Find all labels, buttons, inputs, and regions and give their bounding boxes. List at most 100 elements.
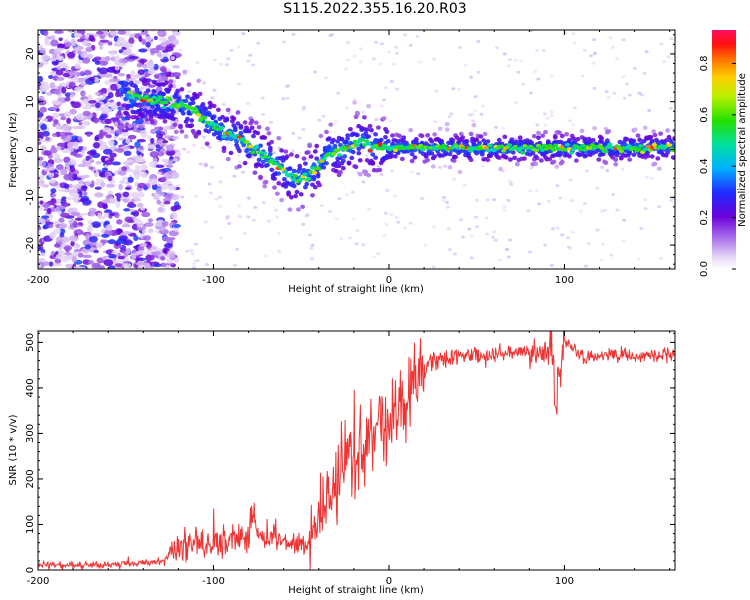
heatmap-ridge-cell <box>127 123 133 129</box>
heatmap-noise-cell <box>144 222 154 227</box>
heatmap-ridge-core <box>337 153 343 157</box>
heatmap-noise-cell <box>38 62 44 68</box>
heatmap-noise-cell <box>246 196 251 200</box>
heatmap-noise-cell <box>186 150 191 154</box>
heatmap-ridge-cell <box>554 164 560 169</box>
heatmap-noise-cell <box>63 111 72 118</box>
heatmap-ridge-cell <box>242 160 248 166</box>
heatmap-ridge-cell <box>232 125 238 130</box>
heatmap-noise-cell <box>541 49 546 52</box>
heatmap-ridge-cell <box>557 130 562 135</box>
heatmap-noise-cell <box>71 40 77 47</box>
heatmap-noise-cell <box>42 118 48 122</box>
snr-y-tick-label: 300 <box>25 424 36 443</box>
heatmap-noise-cell <box>391 62 396 66</box>
heatmap-ridge-cell <box>311 177 317 182</box>
heatmap-ridge-cell <box>262 135 268 140</box>
heatmap-ridge-core <box>616 146 623 151</box>
heatmap-noise-cell <box>513 58 518 62</box>
heatmap-noise-cell <box>68 183 74 189</box>
heatmap-noise-cell <box>236 45 241 49</box>
heatmap-ridge-cell <box>652 132 658 138</box>
heatmap-noise-cell <box>102 202 108 209</box>
heatmap-noise-cell <box>408 221 413 225</box>
heatmap-noise-cell <box>519 59 523 63</box>
heatmap-noise-cell <box>107 239 116 245</box>
heatmap-noise-cell <box>157 219 164 223</box>
heatmap-noise-cell <box>274 208 278 212</box>
heatmap-noise-cell <box>43 30 49 37</box>
snr-x-tick-label: 100 <box>555 576 574 587</box>
heatmap-noise-cell <box>38 99 47 106</box>
heatmap-noise-cell <box>229 48 234 52</box>
heatmap-noise-cell <box>186 70 191 73</box>
heatmap-noise-cell <box>71 196 81 202</box>
heatmap-noise-cell <box>58 188 69 193</box>
heatmap-noise-cell <box>498 258 503 262</box>
heatmap-noise-cell <box>61 149 71 154</box>
heatmap-noise-cell <box>162 56 169 62</box>
heatmap-noise-cell <box>107 190 114 196</box>
heatmap-ridge-cell <box>666 134 672 140</box>
heatmap-noise-cell <box>170 56 175 61</box>
heatmap-noise-cell <box>528 189 533 193</box>
heatmap-noise-cell <box>345 193 350 197</box>
heatmap-noise-cell <box>643 207 648 211</box>
heatmap-noise-cell <box>608 36 613 40</box>
heatmap-noise-cell <box>127 176 134 183</box>
heatmap-ridge-cell <box>237 164 242 169</box>
heatmap-ridge-cell <box>478 134 484 139</box>
heatmap-noise-cell <box>578 209 583 213</box>
heatmap-ridge-core <box>632 145 638 150</box>
heatmap-noise-cell <box>142 229 147 235</box>
heatmap-noise-cell <box>140 172 149 178</box>
heatmap-noise-cell <box>147 228 154 234</box>
heatmap-noise-cell <box>468 113 473 117</box>
heatmap-ridge-cell <box>536 130 541 136</box>
heatmap-noise-cell <box>534 189 539 192</box>
heatmap-ridge-cell <box>204 141 210 146</box>
heatmap-ridge-cell <box>234 139 240 144</box>
heatmap-noise-cell <box>668 106 673 110</box>
heatmap-ridge-cell <box>186 82 192 87</box>
heatmap-noise-cell <box>164 135 173 139</box>
heatmap-ridge-cell <box>286 190 291 195</box>
heatmap-noise-cell <box>169 252 176 258</box>
heatmap-noise-cell <box>217 195 222 199</box>
heatmap-noise-cell <box>508 180 513 184</box>
heatmap-noise-cell <box>543 123 548 127</box>
heatmap-noise-cell <box>69 91 76 96</box>
heatmap-ridge-cell <box>444 127 450 132</box>
heatmap-cells <box>38 30 675 269</box>
heatmap-noise-cell <box>545 116 550 120</box>
heatmap-noise-cell <box>91 221 101 229</box>
heatmap-noise-cell <box>118 58 129 64</box>
heatmap-noise-cell <box>420 197 425 200</box>
heatmap-noise-cell <box>41 161 47 168</box>
heatmap-noise-cell <box>256 41 261 45</box>
heatmap-ridge-cell <box>272 185 277 190</box>
heatmap-noise-cell <box>394 51 399 55</box>
heatmap-noise-cell <box>87 225 93 233</box>
heatmap-noise-cell <box>97 212 102 220</box>
heatmap-noise-cell <box>101 199 111 204</box>
heatmap-noise-cell <box>103 148 113 155</box>
heatmap-noise-cell <box>345 106 350 110</box>
heatmap-noise-cell <box>40 123 47 131</box>
heatmap-noise-cell <box>73 32 83 38</box>
heatmap-ridge-cell <box>289 152 294 157</box>
heatmap-noise-cell <box>100 113 108 119</box>
heatmap-ridge-core <box>244 140 250 144</box>
heatmap-noise-cell <box>633 66 637 70</box>
heatmap-ridge-cell <box>276 136 282 141</box>
heatmap-ridge-cell <box>238 124 244 129</box>
heatmap-noise-cell <box>85 102 90 107</box>
heatmap-noise-cell <box>492 230 497 234</box>
heatmap-ridge-core <box>161 105 167 110</box>
heatmap-noise-cell <box>122 231 132 235</box>
heatmap-noise-cell <box>158 225 166 232</box>
heatmap-ridge-core <box>354 143 360 147</box>
heatmap-ridge-cell <box>355 132 360 138</box>
heatmap-noise-cell <box>82 191 88 197</box>
